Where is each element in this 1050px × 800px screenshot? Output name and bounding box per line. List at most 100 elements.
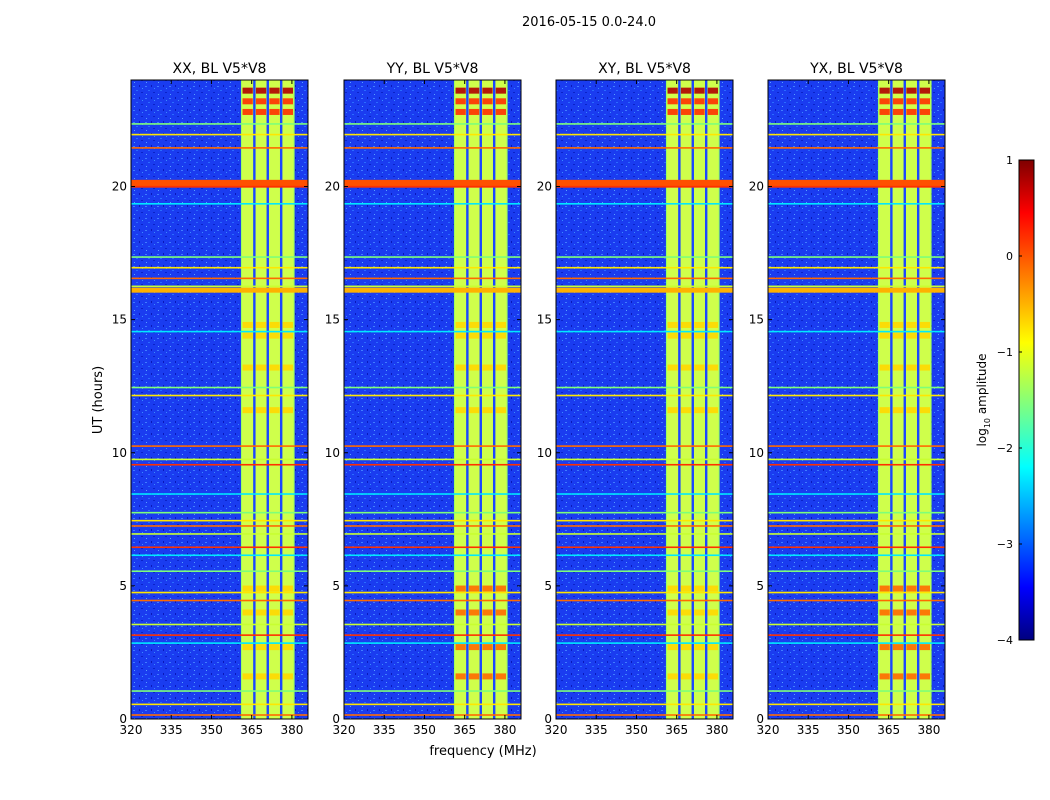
rfi-line (131, 703, 308, 706)
rfi-line (131, 330, 308, 333)
colorbar-tick-label: −1 (997, 346, 1013, 359)
x-tick-label: 320 (333, 723, 356, 737)
rfi-line (556, 511, 733, 514)
x-tick-label: 380 (917, 723, 940, 737)
signal-blob (269, 609, 280, 616)
rfi-line (768, 133, 945, 136)
signal-blob (482, 332, 493, 339)
signal-blob (919, 87, 931, 94)
colorbar-tick-label: 0 (1006, 250, 1013, 263)
rfi-line (556, 203, 733, 205)
rfi-line (556, 599, 733, 602)
signal-blob (879, 364, 890, 371)
rfi-line (556, 690, 733, 692)
rfi-line (556, 703, 733, 706)
rfi-line (768, 123, 945, 125)
y-tick-label: 10 (112, 446, 127, 460)
y-axis-label: UT (hours) (91, 366, 106, 434)
signal-blob (468, 364, 480, 371)
signal-blob (269, 321, 280, 328)
rfi-line (131, 285, 308, 288)
rfi-line (131, 445, 308, 447)
rfi-line (344, 519, 521, 522)
signal-blob (282, 673, 294, 680)
x-tick-label: 365 (240, 723, 263, 737)
rfi-line (131, 690, 308, 692)
rfi-line (344, 703, 521, 706)
signal-blob (892, 98, 904, 105)
axes-frame (767, 79, 946, 720)
signal-blob (242, 87, 253, 94)
signal-blob (495, 98, 507, 105)
rfi-line (556, 123, 733, 125)
signal-blob (680, 644, 692, 651)
rfi-line (556, 266, 733, 269)
signal-blob (495, 609, 507, 616)
signal-blob (680, 407, 692, 414)
y-tick-label: 10 (749, 446, 764, 460)
signal-blob (255, 321, 267, 328)
signal-blob (919, 609, 931, 616)
signal-blob (482, 673, 493, 680)
signal-blob (879, 585, 890, 592)
signal-blob (919, 644, 931, 651)
signal-blob (242, 673, 253, 680)
signal-blob (255, 585, 267, 592)
signal-blob (707, 98, 719, 105)
signal-blob (906, 644, 917, 651)
rfi-line (556, 519, 733, 522)
channel-gap (466, 80, 469, 719)
rfi-line (556, 493, 733, 495)
signal-blob (879, 321, 890, 328)
y-tick-label: 10 (325, 446, 340, 460)
x-tick-label: 365 (453, 723, 476, 737)
rfi-line (131, 525, 308, 527)
signal-channel (495, 80, 507, 719)
rfi-line (768, 330, 945, 333)
y-tick-label: 5 (119, 579, 127, 593)
signal-blob (282, 609, 294, 616)
rfi-line (768, 147, 945, 149)
signal-blob (482, 108, 493, 115)
signal-blob (282, 332, 294, 339)
signal-blob (455, 332, 466, 339)
signal-blob (282, 87, 294, 94)
signal-blob (667, 407, 678, 414)
y-tick-label: 20 (537, 180, 552, 194)
panel-yx: YX, BL V5*V8 320 335 350 365 380 0 5 10 15 20 (749, 61, 946, 737)
signal-blob (269, 673, 280, 680)
signal-blob (707, 332, 719, 339)
rfi-line (768, 511, 945, 514)
panel-xx: XX, BL V5*V8 320 335 350 365 380 0 5 10 15 20 (112, 61, 309, 737)
rfi-line (344, 147, 521, 149)
rfi-line (131, 394, 308, 397)
signal-blob (269, 585, 280, 592)
signal-blob (694, 332, 705, 339)
signal-blob (680, 364, 692, 371)
signal-blob (906, 364, 917, 371)
signal-blob (667, 644, 678, 651)
rfi-line (344, 330, 521, 333)
panel-title: XY, BL V5*V8 (598, 61, 691, 77)
channel-gap (479, 80, 482, 719)
x-tick-label: 380 (493, 723, 516, 737)
channel-gap (704, 80, 708, 719)
rfi-line (344, 493, 521, 495)
signal-blob (667, 98, 678, 105)
signal-channel (693, 80, 706, 719)
rfi-line (556, 591, 733, 594)
signal-blob (255, 673, 267, 680)
signal-blob (906, 585, 917, 592)
rfi-band (131, 179, 308, 186)
y-tick-label: 15 (325, 313, 340, 327)
rfi-line (768, 634, 945, 636)
signal-blob (707, 407, 719, 414)
rfi-line (131, 463, 308, 466)
x-tick-label: 350 (625, 723, 648, 737)
x-tick-label: 365 (665, 723, 688, 737)
signal-blob (707, 108, 719, 115)
signal-blob (242, 364, 253, 371)
rfi-line (131, 147, 308, 149)
rfi-line (768, 463, 945, 466)
